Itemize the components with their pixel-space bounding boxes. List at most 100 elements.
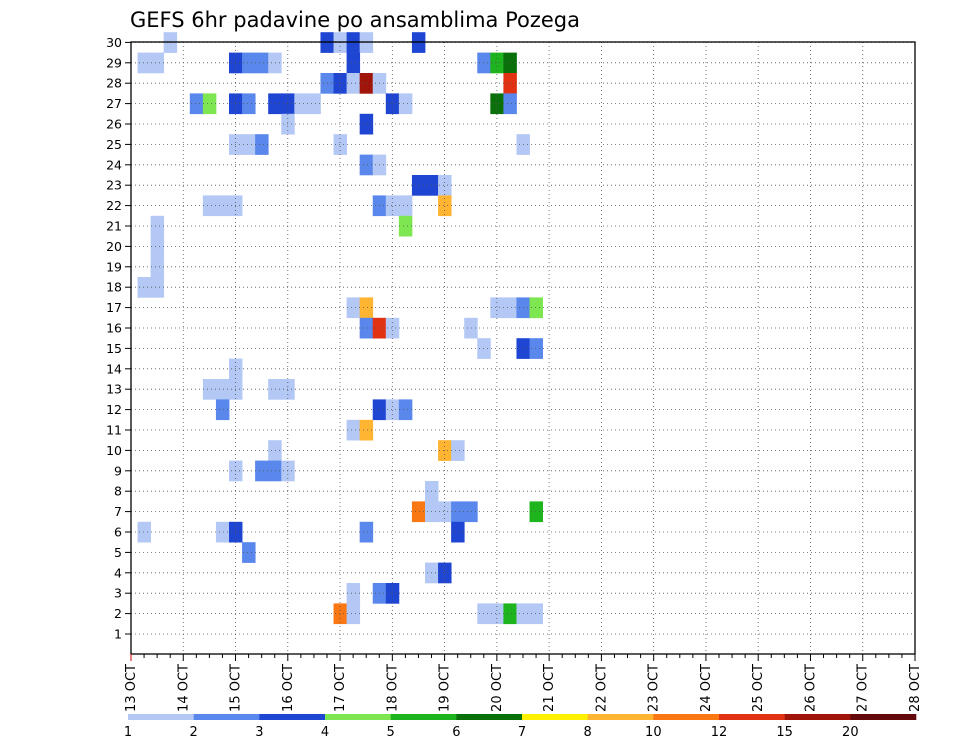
heatmap-cell [529, 501, 543, 523]
heatmap-cell [464, 317, 478, 339]
heatmap-cell [385, 195, 400, 217]
heatmap-cell [137, 52, 151, 74]
heatmap-cell [215, 195, 230, 217]
colorbar-swatch [193, 714, 260, 720]
heatmap-cell [359, 154, 374, 176]
heatmap-cell [438, 562, 452, 584]
x-tick-label: 21 OCT [542, 664, 557, 712]
heatmap-cell [255, 460, 269, 482]
y-tick-label: 16 [106, 321, 122, 336]
heatmap-cell [294, 93, 308, 115]
heatmap-cell [137, 521, 151, 543]
colorbar-label: 15 [776, 725, 793, 740]
heatmap-cell [529, 603, 543, 625]
x-tick-label: 23 OCT [647, 664, 662, 712]
colorbar-label: 7 [518, 725, 526, 740]
heatmap-cell [477, 338, 491, 359]
colorbar-swatch [259, 714, 326, 720]
colorbar-label: 1 [124, 725, 132, 740]
heatmap-cell [503, 297, 517, 319]
y-tick-label: 28 [106, 76, 122, 91]
heatmap-cell [150, 236, 165, 257]
y-tick-label: 24 [106, 157, 122, 172]
colorbar-swatch [325, 714, 391, 720]
y-tick-label: 1 [114, 627, 122, 642]
colorbar-swatch [128, 714, 194, 720]
heatmap-cell [398, 215, 413, 237]
colorbar-legend: 1 2 3 4 5 6 7 8 10 12 15 20 [124, 714, 917, 740]
heatmap-cell [451, 521, 465, 543]
heatmap-cell [255, 134, 269, 155]
y-tick-label: 15 [106, 341, 122, 356]
y-tick-label: 11 [106, 423, 122, 438]
colorbar-swatch [653, 714, 720, 720]
heatmap-cell [529, 297, 543, 319]
heatmap-cell [202, 93, 217, 115]
heatmap-cell [346, 419, 361, 441]
heatmap-cell [385, 317, 400, 339]
y-tick-label: 12 [106, 402, 122, 417]
heatmap-cell [281, 379, 295, 400]
heatmap-cell [438, 195, 452, 217]
colorbar-swatch [784, 714, 851, 720]
heatmap-cell [490, 93, 504, 115]
heatmap-cell [346, 52, 361, 74]
heatmap-cell [359, 297, 374, 319]
y-tick-label: 18 [106, 280, 122, 295]
colorbar-label: 10 [645, 725, 662, 740]
heatmap-cell [503, 603, 517, 625]
heatmap-cell [268, 93, 282, 115]
x-tick-label: 20 OCT [490, 664, 505, 712]
y-tick-label: 19 [106, 259, 122, 274]
heatmap-cell [359, 521, 374, 543]
y-tick-label: 4 [114, 565, 122, 580]
y-tick-label: 2 [114, 606, 122, 621]
chart-title: GEFS 6hr padavine po ansamblima Pozega [130, 8, 580, 32]
colorbar-label: 12 [711, 725, 728, 740]
heatmap-cell [137, 277, 151, 298]
y-tick-label: 22 [106, 198, 122, 213]
heatmap-cell [307, 93, 321, 115]
y-tick-label: 20 [106, 239, 122, 254]
heatmap-cell [189, 93, 204, 115]
heatmap-cell [333, 603, 347, 625]
x-tick-label: 17 OCT [333, 664, 348, 712]
colorbar-label: 20 [842, 725, 859, 740]
heatmap-cell [150, 215, 165, 237]
colorbar-label: 4 [321, 725, 329, 740]
y-tick-label: 17 [106, 300, 122, 315]
heatmap-cell [477, 52, 491, 74]
y-tick-label: 30 [106, 35, 122, 50]
y-tick-label: 29 [106, 55, 122, 70]
heatmap-cell [215, 379, 230, 400]
heatmap-cell [242, 52, 256, 74]
heatmap-cell [281, 113, 295, 135]
y-tick-label: 14 [106, 361, 122, 376]
y-tick-label: 10 [106, 443, 122, 458]
heatmap-cell [411, 175, 426, 196]
heatmap-cell [242, 93, 256, 115]
x-tick-label: 13 OCT [124, 664, 139, 712]
heatmap-cell [385, 93, 400, 115]
y-tick-label: 21 [106, 219, 122, 234]
colorbar-label: 5 [387, 725, 395, 740]
heatmap-cell [215, 521, 230, 543]
heatmap-cell [255, 52, 269, 74]
colorbar-swatch [719, 714, 785, 720]
x-tick-label: 24 OCT [699, 664, 714, 712]
y-tick-label: 13 [106, 382, 122, 397]
heatmap-cell [346, 583, 361, 604]
heatmap-cell [150, 52, 165, 74]
heatmap-cell [438, 175, 452, 196]
heatmap-cell [385, 583, 400, 604]
heatmap-cell [268, 440, 282, 461]
heatmap-cell [333, 134, 347, 155]
colorbar-swatch [587, 714, 654, 720]
heatmap-cell [242, 542, 256, 563]
heatmap-cell [411, 501, 426, 523]
heatmap-cell [268, 460, 282, 482]
heatmap-cell [464, 501, 478, 523]
x-tick-label: 16 OCT [281, 664, 296, 712]
heatmap-cell [268, 379, 282, 400]
heatmap-cell [503, 73, 517, 94]
